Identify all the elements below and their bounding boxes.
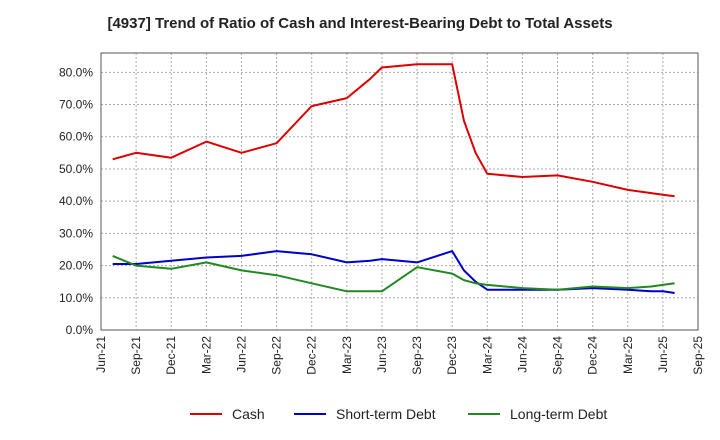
chart-title: [4937] Trend of Ratio of Cash and Intere… — [107, 15, 613, 32]
y-tick-label: 80.0% — [59, 65, 93, 79]
y-tick-label: 20.0% — [59, 259, 93, 273]
y-tick-label: 30.0% — [59, 226, 93, 240]
grid — [101, 53, 698, 330]
legend-label-cash: Cash — [232, 406, 265, 422]
x-tick-label: Mar-22 — [199, 336, 213, 374]
x-tick-label: Jun-21 — [94, 336, 108, 373]
x-tick-label: Dec-21 — [164, 336, 178, 375]
x-tick-label: Jun-22 — [234, 336, 248, 373]
legend-label-short-term-debt: Short-term Debt — [336, 406, 436, 422]
plot-area-border — [100, 52, 699, 331]
x-tick-label: Sep-25 — [691, 336, 705, 375]
series-line-cash — [112, 63, 675, 198]
x-tick-label: Dec-22 — [305, 336, 319, 375]
series-line-long-term-debt — [112, 254, 675, 293]
y-tick-label: 0.0% — [66, 323, 94, 337]
x-tick-label: Dec-24 — [586, 336, 600, 375]
y-tick-label: 40.0% — [59, 194, 93, 208]
x-tick-label: Mar-24 — [480, 336, 494, 374]
y-tick-label: 70.0% — [59, 98, 93, 112]
legend: Cash Short-term Debt Long-term Debt — [190, 406, 607, 422]
x-tick-label: Jun-25 — [656, 336, 670, 373]
x-tick-label: Jun-24 — [515, 336, 529, 373]
x-tick-label: Sep-24 — [551, 336, 565, 375]
x-tick-label: Sep-23 — [410, 336, 424, 375]
series-line-short-term-debt — [112, 250, 675, 294]
legend-label-long-term-debt: Long-term Debt — [510, 406, 607, 422]
y-tick-label: 50.0% — [59, 162, 93, 176]
ticks: Jun-21 Sep-21 Dec-21 Mar-22 Jun-22 Sep-22 Dec-… — [59, 65, 705, 374]
x-tick-label: Mar-25 — [621, 336, 635, 374]
x-tick-label: Jun-23 — [375, 336, 389, 373]
y-tick-label: 60.0% — [59, 130, 93, 144]
x-tick-label: Sep-21 — [129, 336, 143, 375]
y-tick-label: 10.0% — [59, 291, 93, 305]
x-tick-label: Dec-23 — [445, 336, 459, 375]
x-tick-label: Mar-23 — [340, 336, 354, 374]
x-tick-label: Sep-22 — [270, 336, 284, 375]
series — [112, 63, 675, 294]
